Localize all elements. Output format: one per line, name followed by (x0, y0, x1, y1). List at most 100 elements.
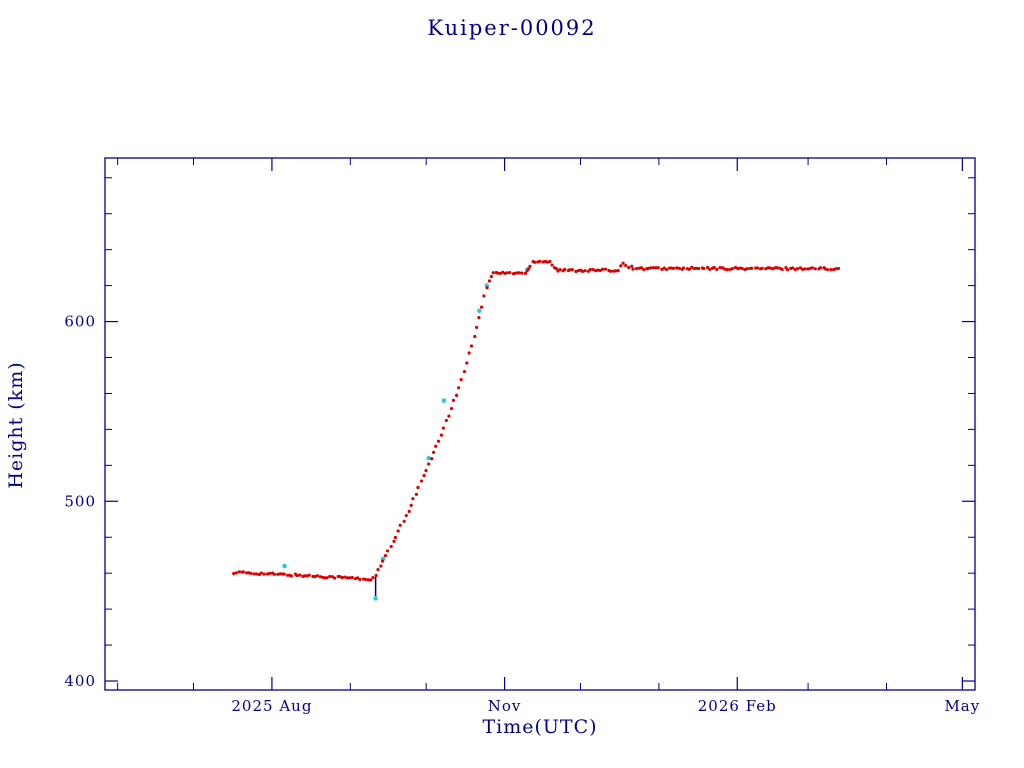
track-point (487, 279, 492, 283)
track-point (402, 519, 406, 523)
track-point (393, 535, 397, 540)
track-point (295, 573, 299, 578)
track-point (286, 573, 290, 577)
x-tick-label: 2026 Feb (698, 697, 777, 715)
track-point (702, 266, 706, 271)
track-point (454, 393, 459, 397)
track-point (491, 271, 495, 275)
track-point (456, 386, 461, 390)
track-point (350, 575, 354, 580)
track-point (760, 266, 764, 270)
track-point (234, 571, 239, 575)
x-tick-label: 2025 Aug (231, 697, 312, 715)
track-point (496, 271, 500, 275)
track-point (687, 267, 691, 271)
track-point (517, 271, 521, 275)
track-point (634, 267, 639, 271)
outlier-point (282, 563, 287, 569)
track-point (371, 576, 375, 580)
track-point (574, 269, 578, 274)
track-point (730, 267, 735, 271)
track-point (775, 266, 779, 270)
track-point (829, 268, 833, 272)
y-tick-label: 600 (64, 313, 96, 331)
x-axis-title: Time(UTC) (482, 716, 598, 738)
track-point (459, 377, 463, 382)
track-point (343, 575, 347, 579)
x-tick-label: May (944, 697, 980, 715)
track-point (259, 571, 263, 575)
track-point (385, 549, 390, 553)
track-point (254, 572, 259, 576)
track-point (619, 264, 623, 268)
track-point (485, 286, 489, 290)
track-point (823, 267, 827, 271)
track-point (728, 267, 732, 272)
track-point (322, 576, 326, 580)
track-point (289, 574, 293, 578)
track-point (462, 369, 467, 374)
track-point (434, 444, 438, 448)
track-point (404, 513, 408, 518)
track-point (548, 259, 552, 264)
track-point (505, 271, 509, 275)
track-point (449, 406, 454, 411)
track-point (583, 269, 587, 273)
track-point (795, 267, 800, 271)
track-point (451, 398, 455, 402)
y-tick-label: 400 (64, 672, 96, 690)
track-point (766, 266, 770, 270)
track-point (725, 268, 729, 272)
track-point (431, 450, 436, 454)
track-point (477, 315, 481, 320)
track-point (588, 267, 592, 272)
track-point (325, 576, 329, 580)
track-point (639, 266, 643, 270)
track-point (677, 266, 681, 270)
track-point (694, 266, 698, 270)
track-point (570, 268, 574, 272)
track-point (313, 574, 317, 579)
track-point (368, 578, 373, 582)
track-point (656, 266, 660, 270)
track-point (340, 575, 344, 580)
track-point (392, 539, 396, 543)
track-point (389, 544, 393, 549)
outlier-point (441, 398, 447, 403)
track-point (798, 266, 803, 270)
track-point (825, 268, 830, 272)
plot-border (104, 157, 976, 691)
track-point (513, 271, 517, 275)
track-point (649, 266, 653, 270)
track-point (414, 492, 419, 496)
outlier-point (426, 455, 432, 461)
track-point (409, 503, 413, 507)
track-point (427, 462, 431, 466)
track-point (441, 426, 445, 430)
track-point (411, 497, 415, 501)
track-point (533, 260, 537, 264)
track-point (479, 305, 484, 309)
track-point (690, 265, 694, 269)
track-point (237, 570, 242, 574)
track-point (764, 267, 768, 271)
track-point (591, 267, 595, 272)
track-point (836, 266, 841, 271)
track-point (447, 414, 451, 418)
track-point (580, 269, 585, 274)
track-point (528, 264, 532, 268)
track-point (328, 574, 332, 579)
track-point (396, 529, 400, 533)
track-point (407, 509, 411, 513)
track-point (523, 271, 528, 275)
track-point (671, 266, 676, 270)
track-point (376, 567, 380, 572)
track-point (621, 261, 625, 265)
track-point (520, 271, 524, 275)
track-point (554, 266, 559, 271)
track-point (358, 577, 362, 582)
track-point (465, 361, 469, 365)
track-point (467, 351, 471, 355)
track-point (436, 439, 441, 443)
track-point (708, 267, 712, 272)
